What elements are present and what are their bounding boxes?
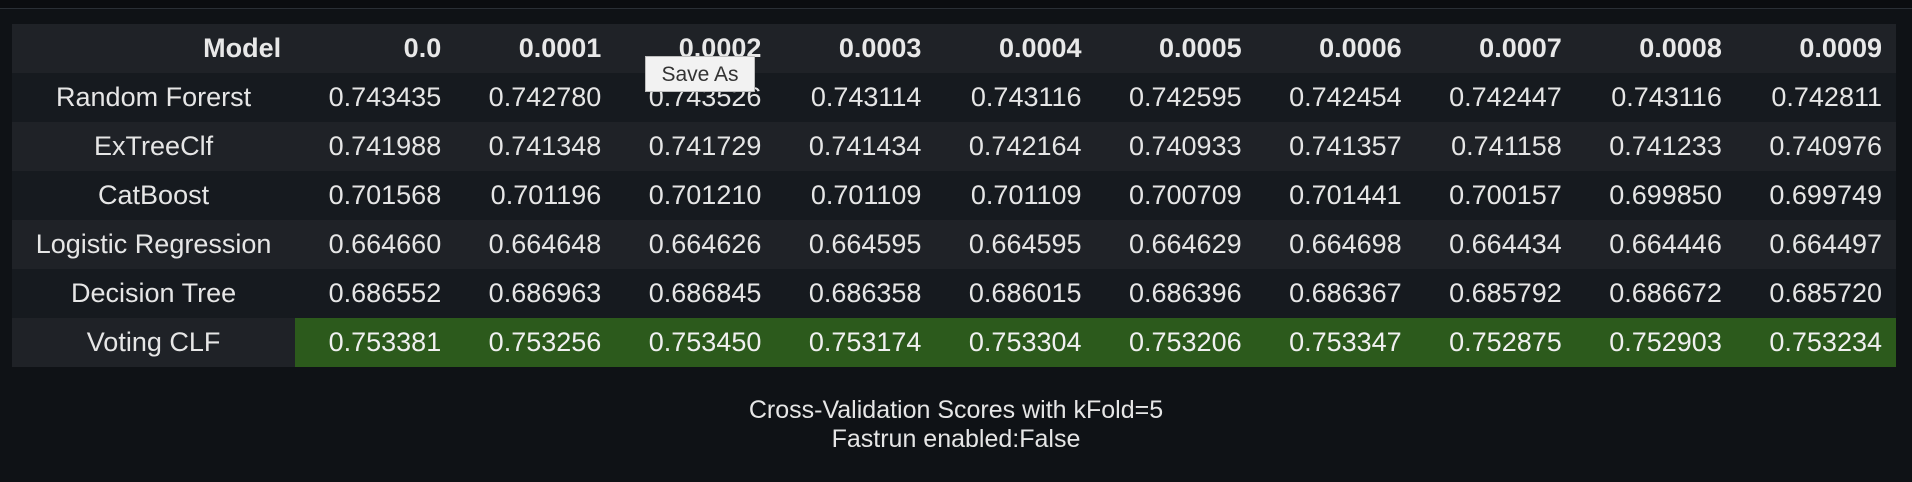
column-header: 0.0003	[775, 24, 936, 73]
model-name-cell: Decision Tree	[12, 269, 296, 318]
score-cell: 0.741357	[1255, 122, 1416, 171]
score-cell: 0.740976	[1735, 122, 1896, 171]
score-cell: 0.753450	[615, 318, 776, 367]
score-cell: 0.753381	[295, 318, 456, 367]
score-cell: 0.742811	[1735, 73, 1896, 122]
score-cell: 0.701109	[935, 171, 1096, 220]
score-cell: 0.740933	[1095, 122, 1256, 171]
score-cell: 0.685720	[1735, 269, 1896, 318]
score-cell: 0.700157	[1415, 171, 1576, 220]
score-cell: 0.664629	[1095, 220, 1256, 269]
model-name-cell: Random Forerst	[12, 73, 296, 122]
caption-title: Cross-Validation Scores with kFold=5	[748, 396, 1164, 424]
score-cell: 0.686396	[1095, 269, 1256, 318]
column-header: 0.0006	[1255, 24, 1416, 73]
score-cell: 0.741348	[455, 122, 616, 171]
model-name-cell: ExTreeClf	[12, 122, 296, 171]
score-cell: 0.686963	[455, 269, 616, 318]
score-cell: 0.753234	[1735, 318, 1896, 367]
score-cell: 0.742454	[1255, 73, 1416, 122]
score-cell: 0.686358	[775, 269, 936, 318]
score-cell: 0.741233	[1575, 122, 1736, 171]
score-cell: 0.742447	[1415, 73, 1576, 122]
score-cell: 0.753304	[935, 318, 1096, 367]
model-name-cell: CatBoost	[12, 171, 296, 220]
column-header: 0.0005	[1095, 24, 1256, 73]
score-cell: 0.685792	[1415, 269, 1576, 318]
score-cell: 0.686845	[615, 269, 776, 318]
table-row: Voting CLF 0.753381 0.753256 0.753450 0.7531…	[12, 318, 1896, 367]
score-cell: 0.686672	[1575, 269, 1736, 318]
table-row: Decision Tree 0.686552 0.686963 0.686845 0.6…	[12, 269, 1896, 318]
column-header: 0.0009	[1735, 24, 1896, 73]
table-row: Random Forerst 0.743435 0.742780 0.743526 0.…	[12, 73, 1896, 122]
score-cell: 0.664660	[295, 220, 456, 269]
score-cell: 0.741988	[295, 122, 456, 171]
model-name-cell: Voting CLF	[12, 318, 296, 367]
score-cell: 0.743116	[1575, 73, 1736, 122]
column-header-model: Model	[12, 24, 296, 73]
score-cell: 0.686367	[1255, 269, 1416, 318]
score-cell: 0.664446	[1575, 220, 1736, 269]
score-cell: 0.686015	[935, 269, 1096, 318]
column-header: 0.0007	[1415, 24, 1576, 73]
column-header: 0.0008	[1575, 24, 1736, 73]
score-cell: 0.664434	[1415, 220, 1576, 269]
scores-table: Model 0.0 0.0001 0.0002 0.0003 0.0004 0.0005 0…	[12, 24, 1896, 367]
score-cell: 0.741158	[1415, 122, 1576, 171]
score-cell: 0.699850	[1575, 171, 1736, 220]
score-cell: 0.743114	[775, 73, 936, 122]
column-header: 0.0001	[455, 24, 616, 73]
column-header: 0.0004	[935, 24, 1096, 73]
score-cell: 0.664595	[775, 220, 936, 269]
score-cell: 0.742595	[1095, 73, 1256, 122]
table-row: ExTreeClf 0.741988 0.741348 0.741729 0.74143…	[12, 122, 1896, 171]
scores-table-container: Model 0.0 0.0001 0.0002 0.0003 0.0004 0.0005 0…	[12, 24, 1896, 367]
table-row: Logistic Regression 0.664660 0.664648 0.664…	[12, 220, 1896, 269]
score-cell: 0.664595	[935, 220, 1096, 269]
score-cell: 0.752903	[1575, 318, 1736, 367]
score-cell: 0.701568	[295, 171, 456, 220]
score-cell: 0.664698	[1255, 220, 1416, 269]
score-cell: 0.699749	[1735, 171, 1896, 220]
score-cell: 0.686552	[295, 269, 456, 318]
score-cell: 0.743435	[295, 73, 456, 122]
score-cell: 0.664626	[615, 220, 776, 269]
score-cell: 0.701196	[455, 171, 616, 220]
score-cell: 0.664497	[1735, 220, 1896, 269]
score-cell: 0.753206	[1095, 318, 1256, 367]
score-cell: 0.664648	[455, 220, 616, 269]
caption-subtitle: Fastrun enabled:False	[831, 425, 1081, 453]
model-name-cell: Logistic Regression	[12, 220, 296, 269]
score-cell: 0.742780	[455, 73, 616, 122]
score-cell: 0.743116	[935, 73, 1096, 122]
score-cell: 0.742164	[935, 122, 1096, 171]
score-cell: 0.701210	[615, 171, 776, 220]
score-cell: 0.753347	[1255, 318, 1416, 367]
score-cell: 0.701441	[1255, 171, 1416, 220]
score-cell: 0.701109	[775, 171, 936, 220]
score-cell: 0.752875	[1415, 318, 1576, 367]
save-as-tooltip[interactable]: Save As	[645, 56, 755, 92]
header-row: Model 0.0 0.0001 0.0002 0.0003 0.0004 0.0005 0…	[12, 24, 1896, 73]
top-bar	[0, 0, 1912, 9]
score-cell: 0.741729	[615, 122, 776, 171]
score-cell: 0.753256	[455, 318, 616, 367]
score-cell: 0.700709	[1095, 171, 1256, 220]
score-cell: 0.753174	[775, 318, 936, 367]
score-cell: 0.741434	[775, 122, 936, 171]
table-body: Random Forerst 0.743435 0.742780 0.743526 0.…	[12, 73, 1896, 367]
column-header: 0.0	[295, 24, 456, 73]
table-row: CatBoost 0.701568 0.701196 0.701210 0.701109…	[12, 171, 1896, 220]
